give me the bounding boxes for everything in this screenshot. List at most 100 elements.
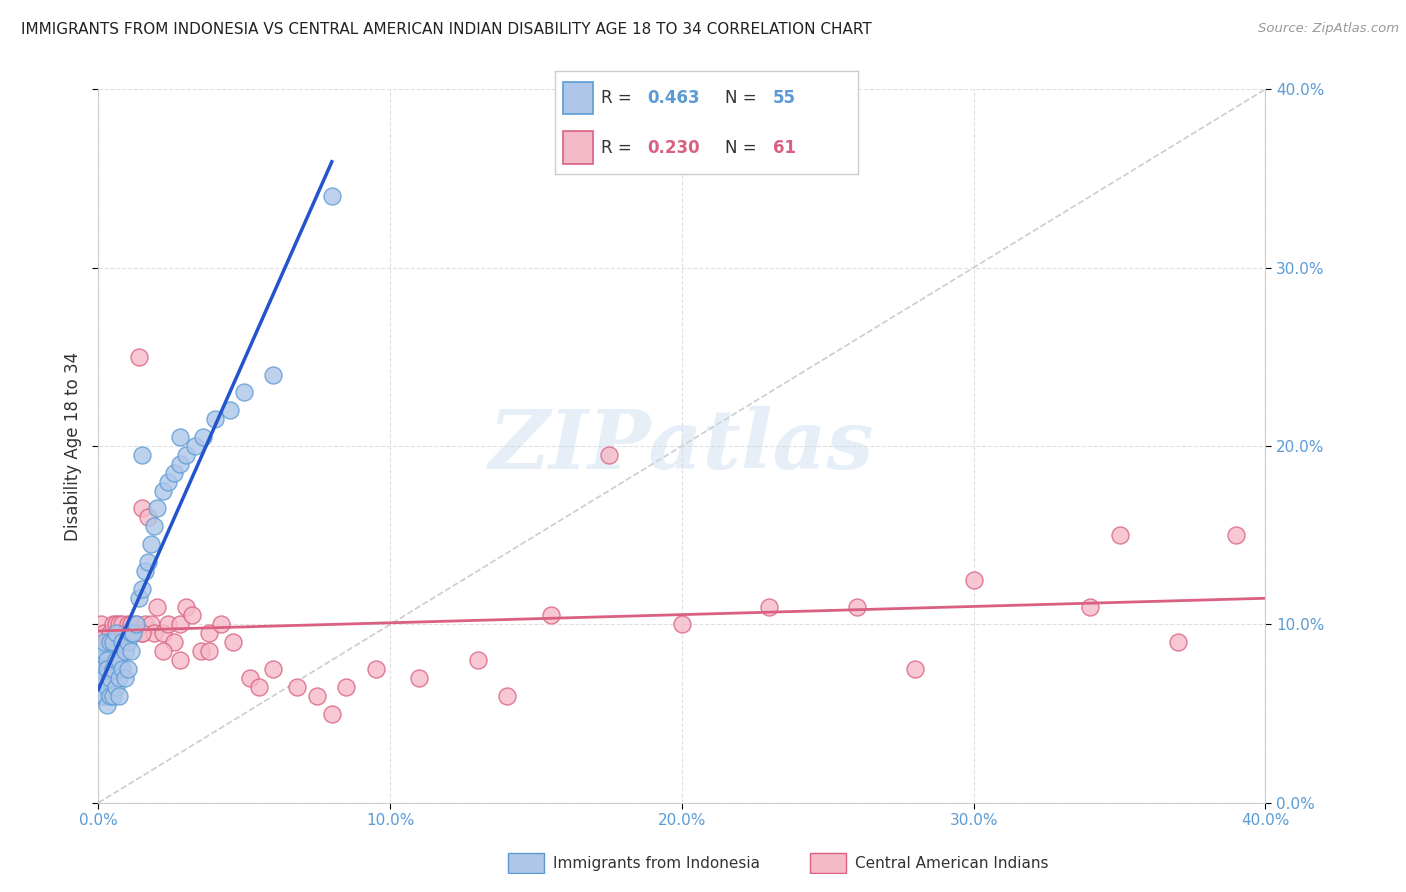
Point bbox=[131, 448, 153, 462]
Bar bbox=[562, 131, 593, 163]
Point bbox=[108, 626, 131, 640]
Point bbox=[108, 689, 131, 703]
Point bbox=[101, 617, 124, 632]
Point bbox=[139, 537, 162, 551]
Point bbox=[117, 626, 139, 640]
Point bbox=[111, 635, 134, 649]
Point bbox=[307, 689, 329, 703]
Point bbox=[104, 653, 127, 667]
Text: R =: R = bbox=[600, 139, 637, 157]
Text: 55: 55 bbox=[773, 88, 796, 106]
Point bbox=[111, 617, 134, 632]
Text: 0.230: 0.230 bbox=[648, 139, 700, 157]
Point bbox=[101, 689, 124, 703]
Point bbox=[169, 430, 191, 444]
Point bbox=[157, 617, 180, 632]
Text: ZIPatlas: ZIPatlas bbox=[489, 406, 875, 486]
Point bbox=[845, 599, 868, 614]
Point bbox=[408, 671, 430, 685]
Point bbox=[1080, 599, 1102, 614]
Point bbox=[128, 591, 150, 605]
Point bbox=[262, 662, 284, 676]
Point bbox=[190, 644, 212, 658]
Point bbox=[98, 626, 121, 640]
Point bbox=[93, 671, 115, 685]
Point bbox=[146, 599, 169, 614]
Point bbox=[364, 662, 387, 676]
Point bbox=[198, 644, 221, 658]
Point bbox=[758, 599, 780, 614]
Point bbox=[111, 662, 134, 676]
Point bbox=[131, 626, 153, 640]
Point bbox=[157, 475, 180, 489]
Point bbox=[152, 626, 174, 640]
Point bbox=[104, 617, 127, 632]
Point bbox=[180, 608, 202, 623]
Point bbox=[183, 439, 205, 453]
Point bbox=[108, 617, 131, 632]
Point bbox=[131, 626, 153, 640]
Point bbox=[114, 671, 136, 685]
Point bbox=[142, 519, 165, 533]
Point bbox=[1167, 635, 1189, 649]
Point bbox=[221, 635, 243, 649]
Point bbox=[495, 689, 517, 703]
Point bbox=[104, 626, 127, 640]
Point bbox=[169, 617, 191, 632]
Point bbox=[146, 501, 169, 516]
Point bbox=[131, 501, 153, 516]
Point bbox=[1108, 528, 1130, 542]
Point bbox=[335, 680, 357, 694]
Point bbox=[122, 626, 145, 640]
Point bbox=[114, 626, 136, 640]
Point bbox=[262, 368, 284, 382]
Point bbox=[90, 662, 112, 676]
Text: Immigrants from Indonesia: Immigrants from Indonesia bbox=[553, 856, 759, 871]
Point bbox=[247, 680, 270, 694]
Point bbox=[117, 617, 139, 632]
Point bbox=[89, 653, 111, 667]
Point bbox=[128, 350, 150, 364]
Point bbox=[134, 617, 156, 632]
Point bbox=[169, 457, 191, 471]
Point bbox=[169, 653, 191, 667]
Point bbox=[93, 689, 115, 703]
Point bbox=[152, 483, 174, 498]
Text: N =: N = bbox=[724, 88, 762, 106]
Text: Central American Indians: Central American Indians bbox=[855, 856, 1049, 871]
Point bbox=[131, 582, 153, 596]
Point bbox=[598, 448, 620, 462]
Point bbox=[90, 617, 112, 632]
Point bbox=[139, 617, 162, 632]
Point bbox=[152, 644, 174, 658]
Point bbox=[174, 599, 197, 614]
Point bbox=[904, 662, 927, 676]
Point bbox=[101, 635, 124, 649]
Point bbox=[120, 626, 142, 640]
Point bbox=[93, 635, 115, 649]
Text: 61: 61 bbox=[773, 139, 796, 157]
Text: R =: R = bbox=[600, 88, 637, 106]
Point bbox=[174, 448, 197, 462]
Point bbox=[204, 412, 226, 426]
Text: N =: N = bbox=[724, 139, 762, 157]
Point bbox=[540, 608, 562, 623]
Point bbox=[98, 671, 121, 685]
Point bbox=[117, 662, 139, 676]
Point bbox=[125, 617, 148, 632]
Point bbox=[671, 617, 693, 632]
Point bbox=[120, 617, 142, 632]
Point bbox=[98, 689, 121, 703]
Point bbox=[321, 706, 343, 721]
Point bbox=[120, 644, 142, 658]
Point bbox=[321, 189, 343, 203]
Point bbox=[163, 466, 186, 480]
Point bbox=[96, 653, 118, 667]
Text: 0.463: 0.463 bbox=[648, 88, 700, 106]
Point bbox=[101, 662, 124, 676]
Point bbox=[122, 626, 145, 640]
Point bbox=[136, 510, 159, 524]
Point bbox=[108, 671, 131, 685]
Point bbox=[96, 662, 118, 676]
Point bbox=[962, 573, 984, 587]
